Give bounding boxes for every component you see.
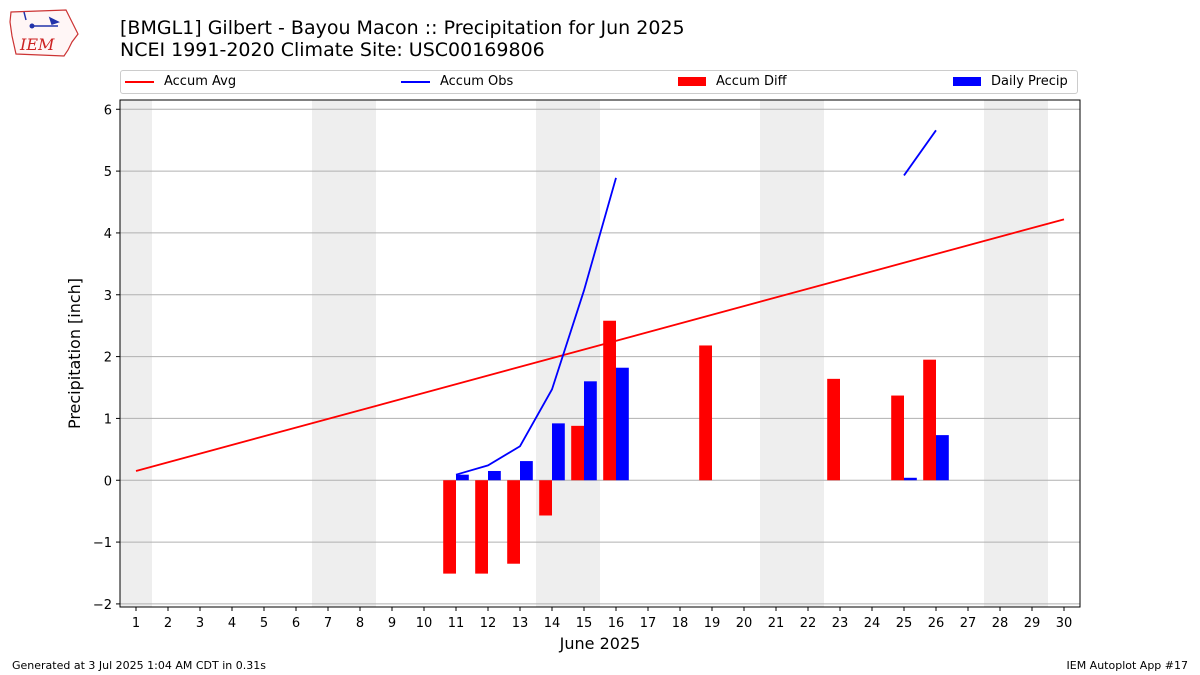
x-tick-label: 1 xyxy=(132,616,140,631)
x-tick-label: 9 xyxy=(388,616,396,631)
weekend-shade xyxy=(984,100,1048,607)
x-tick-label: 19 xyxy=(704,616,721,631)
bar-daily-precip xyxy=(520,461,533,481)
bar-accum-diff xyxy=(539,480,552,516)
app-credit: IEM Autoplot App #17 xyxy=(1066,659,1189,672)
bar-accum-diff xyxy=(827,378,840,481)
station-dot-icon xyxy=(29,23,35,29)
line-accum-obs xyxy=(903,129,937,176)
y-tick-label: 3 xyxy=(104,289,112,304)
legend-swatch-accum-obs xyxy=(401,80,430,83)
x-tick-label: 14 xyxy=(544,616,561,631)
y-tick-label: 0 xyxy=(104,474,112,489)
line-accum-avg xyxy=(135,218,1065,472)
y-tick-label: 1 xyxy=(104,412,112,427)
x-tick-label: 16 xyxy=(608,616,625,631)
x-tick-label: 7 xyxy=(324,616,332,631)
x-tick-label: 29 xyxy=(1024,616,1041,631)
legend-label-accum-avg: Accum Avg xyxy=(164,74,237,89)
bar-accum-diff xyxy=(475,480,488,574)
bar-daily-precip xyxy=(488,470,501,481)
legend-label-accum-obs: Accum Obs xyxy=(440,74,514,89)
x-tick-label: 17 xyxy=(640,616,657,631)
bar-accum-diff xyxy=(699,345,712,481)
x-tick-label: 13 xyxy=(512,616,529,631)
bar-accum-diff xyxy=(571,425,584,481)
bar-daily-precip xyxy=(552,423,565,481)
line-accum-obs xyxy=(455,177,617,476)
bar-accum-diff xyxy=(443,480,456,574)
legend-swatch-accum-avg xyxy=(125,80,154,83)
weekend-shade xyxy=(120,100,152,607)
y-tick-label: −1 xyxy=(93,536,112,551)
legend-item-daily-precip: Daily Precip xyxy=(953,74,1068,92)
iem-logo: IEM xyxy=(9,9,79,57)
x-tick-label: 27 xyxy=(960,616,977,631)
legend-item-accum-diff: Accum Diff xyxy=(678,74,787,92)
bar-daily-precip xyxy=(456,474,469,481)
logo-text: IEM xyxy=(19,35,55,54)
y-axis-label: Precipitation [inch] xyxy=(65,278,84,429)
x-tick-label: 22 xyxy=(800,616,817,631)
bar-accum-diff xyxy=(603,320,616,481)
bar-daily-precip xyxy=(584,381,597,481)
x-tick-label: 15 xyxy=(576,616,593,631)
x-tick-label: 11 xyxy=(448,616,465,631)
legend-label-accum-diff: Accum Diff xyxy=(716,74,787,89)
weekend-shade xyxy=(312,100,376,607)
x-tick-label: 18 xyxy=(672,616,689,631)
bar-daily-precip xyxy=(936,435,949,481)
iowa-state-map-icon xyxy=(9,9,79,57)
legend-item-accum-avg: Accum Avg xyxy=(125,74,236,92)
chart-subtitle: NCEI 1991-2020 Climate Site: USC00169806 xyxy=(120,39,545,61)
x-tick-label: 5 xyxy=(260,616,268,631)
y-tick-label: 4 xyxy=(104,227,112,242)
y-tick-label: 5 xyxy=(104,165,112,180)
plot-frame xyxy=(119,99,1081,608)
y-tick-label: 2 xyxy=(104,351,112,366)
x-tick-label: 10 xyxy=(416,616,433,631)
x-axis-label: June 2025 xyxy=(559,634,641,653)
x-tick-label: 26 xyxy=(928,616,945,631)
x-tick-label: 6 xyxy=(292,616,300,631)
x-tick-label: 12 xyxy=(480,616,497,631)
chart-legend: Accum Avg Accum Obs Accum Diff Daily Pre… xyxy=(120,70,1078,94)
x-tick-label: 20 xyxy=(736,616,753,631)
x-tick-label: 25 xyxy=(896,616,913,631)
x-tick-label: 2 xyxy=(164,616,172,631)
legend-swatch-daily-precip xyxy=(953,77,981,86)
bar-accum-diff xyxy=(891,395,904,481)
x-tick-label: 23 xyxy=(832,616,849,631)
bar-daily-precip xyxy=(904,477,917,481)
bar-accum-diff xyxy=(507,480,520,564)
weather-vane-icon xyxy=(23,11,60,27)
legend-item-accum-obs: Accum Obs xyxy=(401,74,513,92)
weekend-shade xyxy=(760,100,824,607)
x-tick-label: 30 xyxy=(1056,616,1073,631)
x-tick-label: 28 xyxy=(992,616,1009,631)
x-tick-label: 4 xyxy=(228,616,236,631)
x-tick-label: 8 xyxy=(356,616,364,631)
y-tick-label: −2 xyxy=(93,598,112,613)
x-tick-label: 21 xyxy=(768,616,785,631)
x-tick-label: 3 xyxy=(196,616,204,631)
y-tick-label: 6 xyxy=(104,103,112,118)
x-tick-label: 24 xyxy=(864,616,881,631)
generated-timestamp: Generated at 3 Jul 2025 1:04 AM CDT in 0… xyxy=(12,659,266,672)
chart-title: [BMGL1] Gilbert - Bayou Macon :: Precipi… xyxy=(120,17,685,39)
legend-label-daily-precip: Daily Precip xyxy=(991,74,1068,89)
bar-accum-diff xyxy=(923,359,936,481)
legend-swatch-accum-diff xyxy=(678,77,706,86)
bar-daily-precip xyxy=(616,367,629,481)
